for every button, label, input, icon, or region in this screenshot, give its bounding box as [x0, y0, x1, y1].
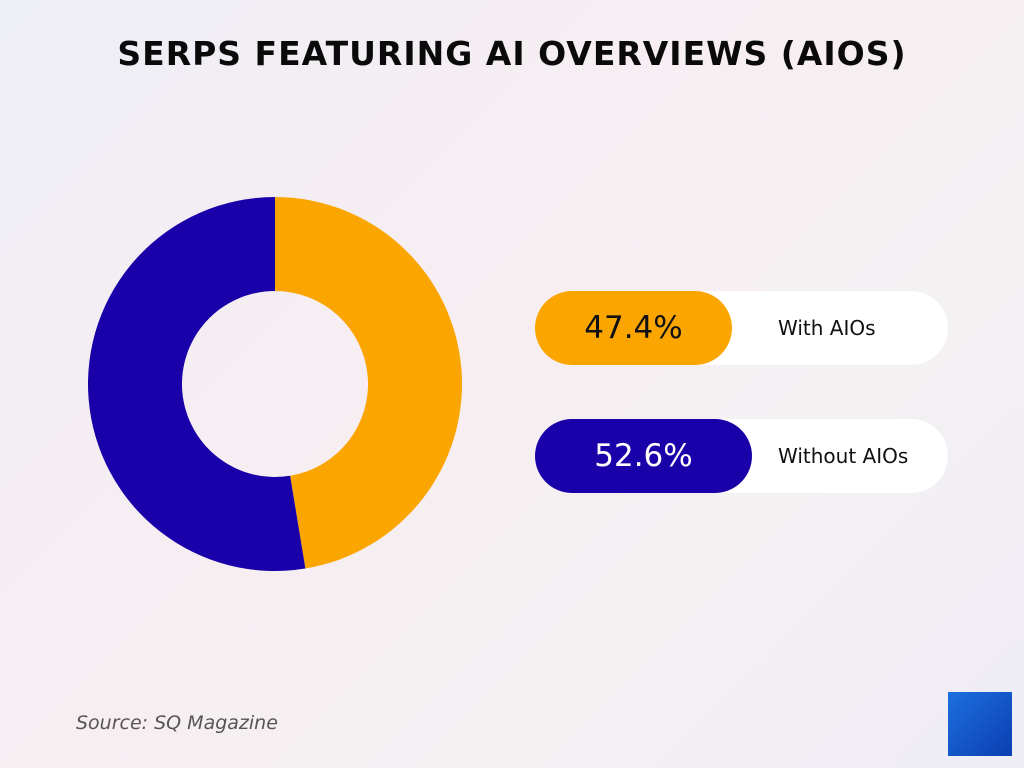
donut-slice-with-aios: [275, 197, 462, 569]
chart-title: SERPS FEATURING AI OVERVIEWS (AIOS): [117, 34, 907, 73]
legend-label: With AIOs: [778, 316, 876, 340]
legend-value: 47.4%: [535, 291, 732, 365]
legend-item-with-aios: 47.4% With AIOs: [535, 291, 948, 365]
sq-logo: [948, 692, 1012, 756]
donut-slice-without-aios: [87, 197, 306, 571]
legend-value: 52.6%: [535, 419, 752, 493]
legend-label: Without AIOs: [778, 444, 909, 468]
source-note: Source: SQ Magazine: [76, 712, 278, 734]
legend-item-without-aios: 52.6% Without AIOs: [535, 419, 948, 493]
